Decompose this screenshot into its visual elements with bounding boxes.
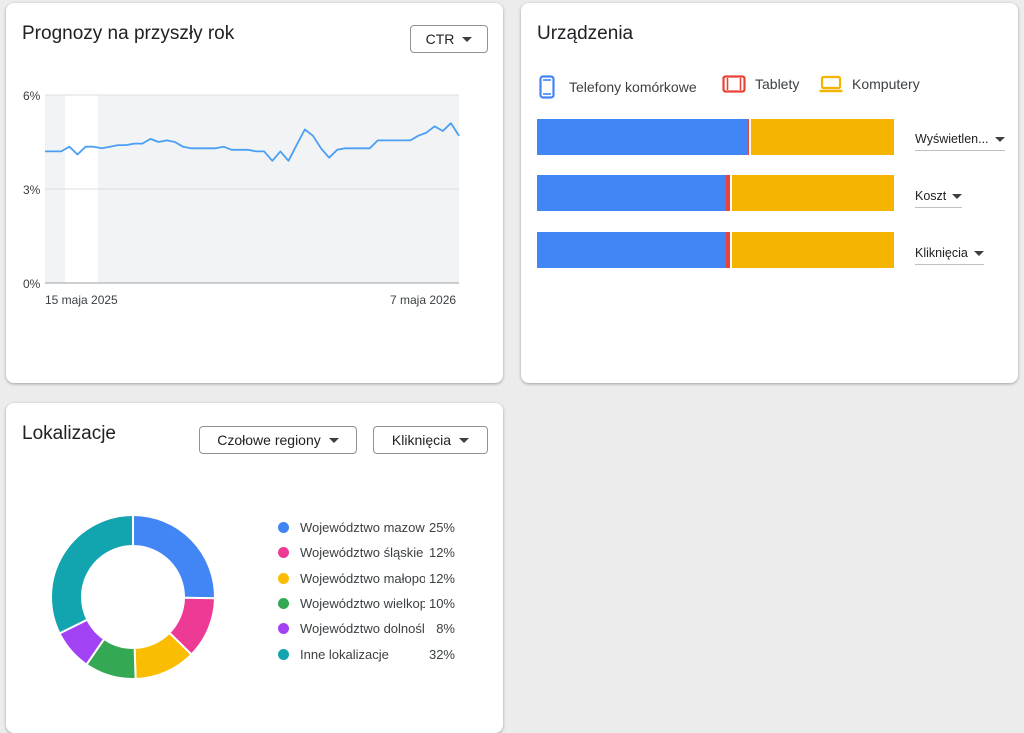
donut-slice — [50, 513, 134, 635]
locations-legend: Województwo mazowieckie25% Województwo ś… — [278, 515, 455, 667]
y-tick-label: 0% — [23, 277, 41, 291]
bar-segment-tablet — [726, 232, 730, 268]
location-pct: 8% — [436, 621, 455, 637]
legend-desktop: Komputery — [819, 75, 920, 93]
location-name: Inne lokalizacje — [300, 646, 389, 662]
bar-segment-mobile — [537, 175, 727, 211]
y-tick-label: 3% — [23, 183, 41, 197]
ctr-series-line — [45, 122, 460, 162]
region-dropdown-label: Czołowe regiony — [217, 432, 321, 448]
tablet-icon — [722, 75, 746, 93]
device-bar-row — [537, 175, 894, 211]
x-tick-label: 15 maja 2025 — [45, 293, 118, 307]
locations-metric-dropdown[interactable]: Kliknięcia — [373, 426, 488, 454]
location-pct: 25% — [428, 520, 455, 536]
metric-dropdown-label: Wyświetlen... — [915, 132, 989, 146]
locations-donut-chart — [50, 513, 217, 680]
legend-dot — [278, 547, 289, 559]
devices-card: Urządzenia Telefony komórkowe Tablety Ko… — [521, 3, 1018, 383]
forecast-metric-label: CTR — [425, 31, 455, 47]
legend-dot — [278, 522, 289, 534]
legend-mobile: Telefony komórkowe — [539, 75, 697, 99]
legend-row: Województwo mazowieckie25% — [278, 515, 455, 540]
legend-row: Województwo dolnośląskie 8% — [278, 616, 455, 641]
bar-segment-tablet — [747, 119, 750, 155]
location-pct: 12% — [428, 545, 455, 561]
donut-slice — [132, 513, 216, 600]
metric-dropdown-label: Koszt — [915, 189, 947, 203]
bar-segment-desktop — [729, 175, 894, 211]
smartphone-icon — [539, 75, 555, 99]
locations-card: Lokalizacje Czołowe regiony Kliknięcia W… — [6, 403, 503, 733]
caret-down-icon — [973, 250, 984, 256]
location-name: Województwo wielkopolskie — [300, 596, 425, 612]
caret-down-icon — [462, 36, 473, 42]
legend-dot — [278, 572, 289, 584]
bar-segment-mobile — [537, 119, 748, 155]
location-name: Województwo małopolskie — [300, 570, 425, 586]
device-bar-row — [537, 232, 894, 268]
metric-dropdown-label: Kliknięcia — [915, 246, 968, 260]
devices-title: Urządzenia — [537, 23, 634, 44]
location-name: Województwo mazowieckie — [300, 520, 425, 536]
legend-label: Telefony komórkowe — [569, 79, 697, 95]
forecast-card: Prognozy na przyszły rok CTR 6% 3% 0% 15… — [6, 3, 503, 383]
location-pct: 12% — [428, 570, 455, 586]
legend-dot — [278, 598, 289, 610]
locations-title: Lokalizacje — [22, 423, 116, 444]
x-tick-label: 7 maja 2026 — [390, 293, 457, 307]
metric-dropdown-cost[interactable]: Koszt — [915, 189, 963, 208]
forecast-line-chart — [45, 94, 460, 284]
bar-segment-mobile — [537, 232, 727, 268]
legend-label: Komputery — [852, 76, 920, 92]
metric-dropdown-impressions[interactable]: Wyświetlen... — [915, 132, 1005, 151]
legend-label: Tablety — [755, 76, 800, 92]
caret-down-icon — [994, 136, 1005, 142]
location-name: Województwo dolnośląskie — [300, 621, 425, 637]
legend-dot — [278, 648, 289, 660]
device-bar-row — [537, 119, 894, 155]
legend-tablet: Tablety — [722, 75, 799, 93]
caret-down-icon — [328, 437, 339, 443]
bar-segment-tablet — [726, 175, 730, 211]
location-pct: 10% — [428, 596, 455, 612]
y-tick-label: 6% — [23, 89, 41, 103]
forecast-title: Prognozy na przyszły rok — [22, 23, 235, 44]
bar-segment-desktop — [749, 119, 894, 155]
legend-row: Województwo śląskie 12% — [278, 540, 455, 565]
legend-row: Inne lokalizacje 32% — [278, 641, 455, 666]
legend-row: Województwo wielkopolskie10% — [278, 591, 455, 616]
locations-metric-label: Kliknięcia — [391, 432, 452, 448]
caret-down-icon — [459, 437, 470, 443]
laptop-icon — [819, 75, 843, 93]
metric-dropdown-clicks[interactable]: Kliknięcia — [915, 246, 984, 265]
region-dropdown[interactable]: Czołowe regiony — [199, 426, 357, 454]
location-name: Województwo śląskie — [300, 545, 424, 561]
bar-segment-desktop — [729, 232, 894, 268]
legend-dot — [278, 623, 289, 635]
location-pct: 32% — [428, 646, 455, 662]
legend-row: Województwo małopolskie12% — [278, 566, 455, 591]
caret-down-icon — [952, 193, 963, 199]
forecast-metric-dropdown[interactable]: CTR — [410, 25, 488, 53]
